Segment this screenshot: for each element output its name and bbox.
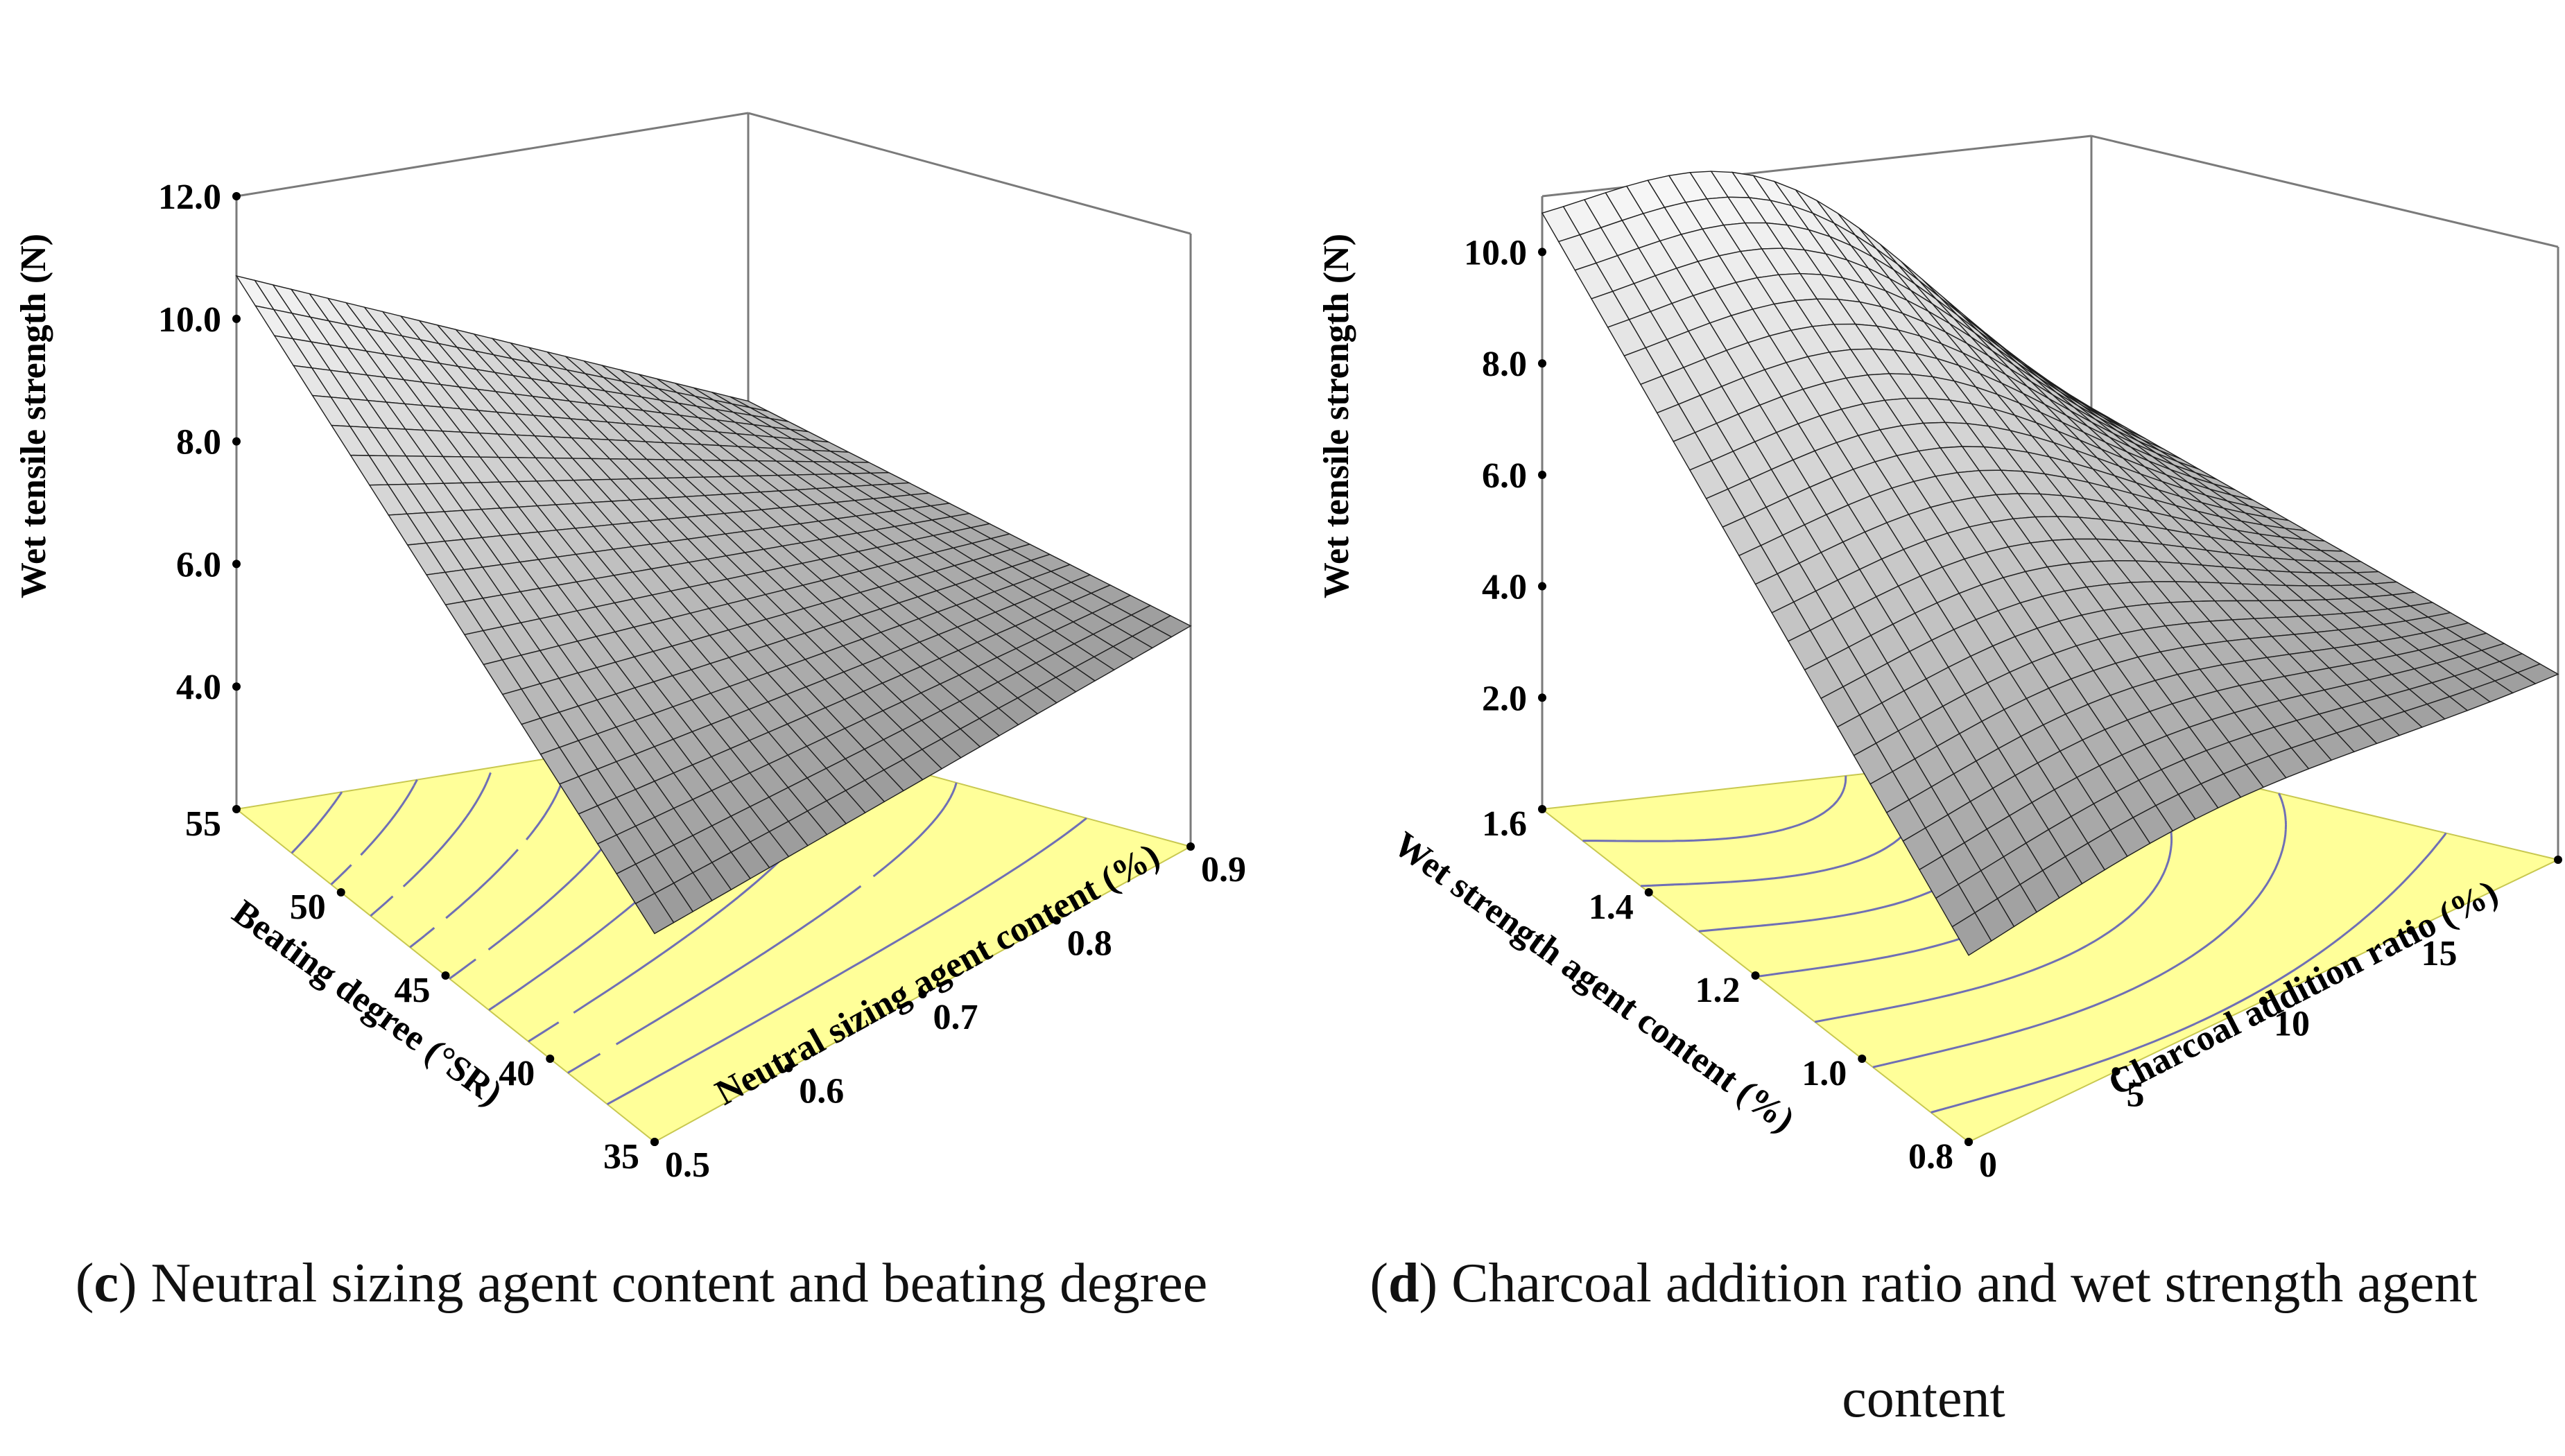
y-tick-label-c-1: 40 xyxy=(499,1054,535,1093)
z-tick-dot-c-2 xyxy=(232,437,241,446)
contour-line-c-1 xyxy=(567,782,958,1074)
z-axis-d: 2.0 4.0 6.0 8.0 10.0 Wet tensile strength (N) xyxy=(1317,233,1546,718)
z-tick-dot-d-2 xyxy=(1538,470,1546,479)
x-tick-label-c-1: 0.6 xyxy=(799,1072,844,1111)
z-axis-c: 4.0 6.0 8.0 10.0 12.0 Wet tensile strength (N… xyxy=(14,177,241,707)
z-tick-label-d-0: 2.0 xyxy=(1482,679,1527,718)
caption-letter-c: c xyxy=(94,1253,119,1314)
caption-letter-d: d xyxy=(1388,1253,1419,1314)
surface-plot-d: 2.0 4.0 6.0 8.0 10.0 Wet tensile strength (N)… xyxy=(1317,135,2562,1185)
y-tick-label-c-4: 55 xyxy=(185,804,221,844)
surface-cell-d xyxy=(1951,912,1992,956)
y-tick-dot-d-1 xyxy=(1858,1055,1867,1063)
z-tick-dot-c-1 xyxy=(232,560,241,569)
y-tick-label-d-2: 1.2 xyxy=(1695,971,1741,1010)
x-tick-dot-c-0 xyxy=(650,1138,659,1146)
contour-line-d-1 xyxy=(1872,792,2287,1068)
frame-edge-d-5 xyxy=(2091,135,2559,248)
contour-line-c-0 xyxy=(606,817,1087,1106)
x-tick-dot-d-1 xyxy=(2111,1067,2121,1076)
x-tick-label-d-3: 15 xyxy=(2421,934,2458,973)
x-tick-label-d-1: 5 xyxy=(2127,1075,2145,1114)
x-tick-dot-d-2 xyxy=(2259,996,2268,1005)
y-tick-label-d-1: 1.0 xyxy=(1802,1054,1847,1093)
y-tick-dot-d-2 xyxy=(1751,971,1760,980)
frame-edge-c-4 xyxy=(236,112,749,198)
contour-line-c-6 xyxy=(370,772,492,917)
z-tick-label-c-4: 12.0 xyxy=(158,177,221,217)
response-surface-d xyxy=(1541,171,2559,956)
z-axis-title-c: Wet tensile strength (N) xyxy=(14,234,53,598)
z-tick-dot-d-4 xyxy=(1538,248,1546,257)
contour-line-d-0 xyxy=(1931,832,2447,1113)
z-tick-label-d-3: 8.0 xyxy=(1482,345,1527,384)
contour-line-c-8 xyxy=(291,791,343,854)
z-tick-label-d-4: 10.0 xyxy=(1464,233,1527,272)
z-tick-dot-c-3 xyxy=(232,314,241,323)
caption-text-d: Charcoal addition ratio and wet strength… xyxy=(1437,1253,2478,1429)
y-tick-dot-d-4 xyxy=(1538,805,1546,813)
y-tick-label-c-0: 35 xyxy=(603,1137,639,1177)
z-tick-dot-c-0 xyxy=(232,682,241,691)
caption-text-c: Neutral sizing agent content and beating… xyxy=(137,1253,1208,1314)
x-tick-label-c-2: 0.7 xyxy=(933,998,978,1037)
y-tick-label-d-0: 0.8 xyxy=(1908,1137,1953,1177)
contour-line-c-7 xyxy=(330,779,418,885)
y-tick-label-c-2: 45 xyxy=(395,971,431,1010)
z-axis-title-d: Wet tensile strength (N) xyxy=(1317,234,1356,598)
z-tick-label-d-1: 4.0 xyxy=(1482,568,1527,607)
caption-c: (c) Neutral sizing agent content and bea… xyxy=(75,1253,1208,1314)
panel-d: 2.0 4.0 6.0 8.0 10.0 Wet tensile strength (N)… xyxy=(1282,0,2565,1220)
y-tick-label-d-4: 1.6 xyxy=(1482,804,1527,844)
x-tick-label-c-4: 0.9 xyxy=(1201,850,1246,890)
x-tick-dot-c-4 xyxy=(1186,842,1195,851)
response-surface-c xyxy=(235,275,1192,935)
x-tick-dot-d-4 xyxy=(2554,856,2562,864)
x-tick-dot-d-3 xyxy=(2406,926,2415,935)
y-tick-dot-c-4 xyxy=(232,805,241,813)
x-tick-label-c-3: 0.8 xyxy=(1067,924,1112,964)
z-tick-dot-d-3 xyxy=(1538,359,1546,368)
x-tick-dot-c-2 xyxy=(918,990,927,998)
z-tick-label-d-2: 6.0 xyxy=(1482,456,1527,496)
x-tick-label-c-0: 0.5 xyxy=(665,1145,710,1185)
z-tick-label-c-3: 10.0 xyxy=(158,300,221,340)
panel-c: 4.0 6.0 8.0 10.0 12.0 Wet tensile strength (N… xyxy=(0,0,1283,1220)
y-tick-dot-c-2 xyxy=(441,971,450,980)
y-tick-dot-c-1 xyxy=(546,1055,555,1063)
x-tick-label-d-0: 0 xyxy=(1979,1145,1997,1185)
caption-d: (d) Charcoal addition ratio and wet stre… xyxy=(1370,1253,2478,1429)
z-tick-dot-d-0 xyxy=(1538,693,1546,702)
z-tick-label-c-0: 4.0 xyxy=(176,668,221,707)
z-tick-dot-c-4 xyxy=(232,192,241,201)
y-tick-dot-c-3 xyxy=(336,888,345,896)
y-tick-label-c-3: 50 xyxy=(290,887,326,927)
surface-plot-c: 4.0 6.0 8.0 10.0 12.0 Wet tensile strength (N… xyxy=(14,112,1246,1185)
x-tick-label-d-2: 10 xyxy=(2274,1005,2310,1044)
frame-edge-c-5 xyxy=(748,112,1191,235)
x-tick-dot-d-0 xyxy=(1964,1138,1973,1146)
z-tick-label-c-2: 8.0 xyxy=(176,423,221,462)
y-tick-dot-d-3 xyxy=(1644,888,1653,896)
x-tick-dot-c-3 xyxy=(1052,916,1061,925)
z-tick-dot-d-1 xyxy=(1538,582,1546,591)
y-tick-label-d-3: 1.4 xyxy=(1589,887,1634,927)
z-tick-label-c-1: 6.0 xyxy=(176,545,221,584)
contour-line-d-6 xyxy=(1582,775,1847,842)
surface-cell-c xyxy=(634,892,675,935)
x-tick-dot-c-1 xyxy=(784,1064,793,1073)
